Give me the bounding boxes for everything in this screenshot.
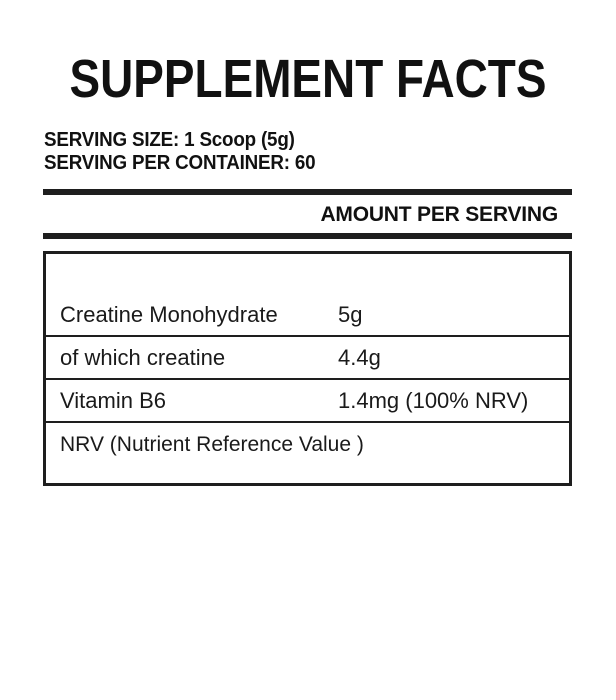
- facts-table: Creatine Monohydrate 5g of which creatin…: [43, 251, 572, 486]
- divider-rule-bottom: [43, 233, 572, 239]
- serving-size-text: SERVING SIZE: 1 Scoop (5g): [44, 129, 295, 151]
- nutrient-amount: 4.4g: [338, 344, 381, 370]
- nrv-footnote: NRV (Nutrient Reference Value ): [60, 433, 364, 456]
- table-row: Vitamin B6 1.4mg (100% NRV): [46, 380, 569, 423]
- nutrient-amount: 5g: [338, 301, 363, 327]
- nutrient-name: Vitamin B6: [60, 387, 166, 413]
- nutrient-amount: 1.4mg (100% NRV): [338, 387, 529, 413]
- table-row: of which creatine 4.4g: [46, 337, 569, 380]
- table-row: Creatine Monohydrate 5g: [46, 294, 569, 337]
- serving-info: SERVING SIZE: 1 Scoop (5g) SERVING PER C…: [44, 129, 333, 175]
- serving-per-container-text: SERVING PER CONTAINER: 60: [44, 152, 316, 174]
- page-title: SUPPLEMENT FACTS: [69, 49, 547, 109]
- nutrient-name: of which creatine: [60, 344, 226, 370]
- table-header-spacer: [46, 254, 569, 294]
- amount-per-serving-header: AMOUNT PER SERVING: [320, 203, 558, 226]
- nutrient-name: Creatine Monohydrate: [60, 301, 278, 327]
- divider-rule-top: [43, 189, 572, 195]
